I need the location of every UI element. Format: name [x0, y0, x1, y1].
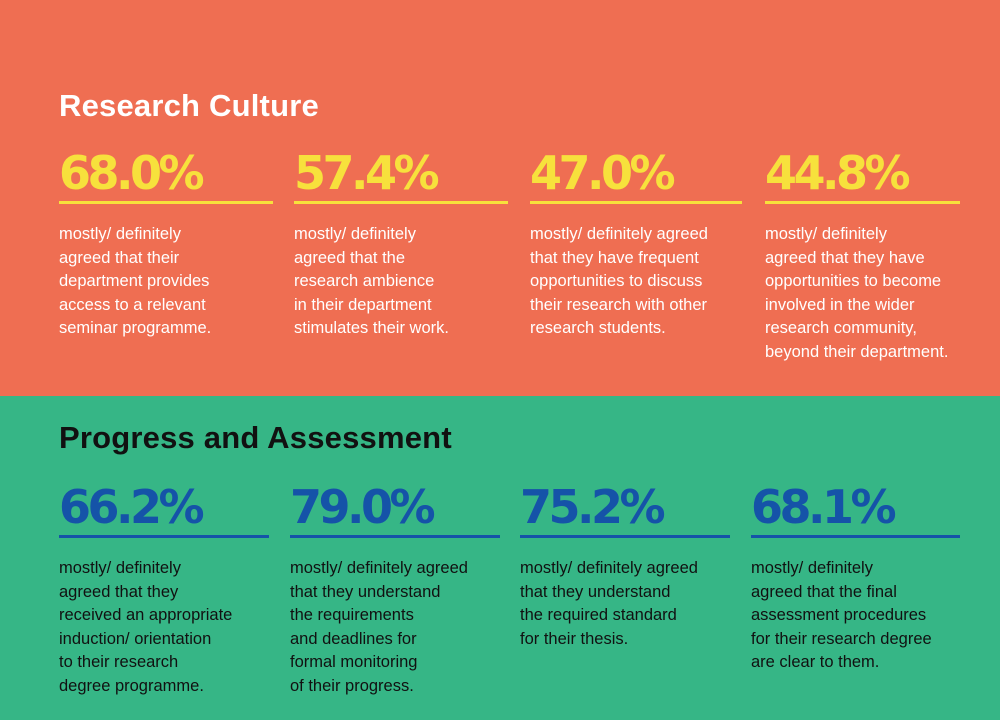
stat-underline [751, 535, 960, 538]
stat-underline [765, 201, 960, 204]
culture-stat-discussion: 47.0% mostly/ definitely agreed that the… [530, 150, 742, 341]
progress-stat-induction: 66.2% mostly/ definitely agreed that the… [59, 484, 269, 698]
stat-value: 68.1% [751, 480, 897, 534]
culture-stat-seminar: 68.0% mostly/ definitely agreed that the… [59, 150, 273, 341]
stat-value: 68.0% [59, 146, 205, 200]
stat-underline [294, 201, 508, 204]
stat-description: mostly/ definitely agreed that their dep… [59, 225, 212, 337]
stat-description: mostly/ definitely agreed that they have… [530, 225, 708, 337]
stat-underline [59, 201, 273, 204]
stat-value: 44.8% [765, 146, 911, 200]
stat-underline [530, 201, 742, 204]
stat-description: mostly/ definitely agreed that they rece… [59, 559, 233, 695]
progress-stat-assessment: 68.1% mostly/ definitely agreed that the… [751, 484, 960, 675]
stat-value: 57.4% [294, 146, 440, 200]
progress-assessment-section: Progress and Assessment 66.2% mostly/ de… [0, 396, 1000, 720]
research-culture-title: Research Culture [59, 88, 319, 123]
stat-value: 79.0% [290, 480, 436, 534]
stat-description: mostly/ definitely agreed that they have… [765, 225, 949, 361]
stat-value: 47.0% [530, 146, 676, 200]
stat-underline [59, 535, 269, 538]
culture-stat-community: 44.8% mostly/ definitely agreed that the… [765, 150, 960, 364]
progress-stat-thesis-standard: 75.2% mostly/ definitely agreed that the… [520, 484, 730, 651]
stat-underline [520, 535, 730, 538]
stat-value: 66.2% [59, 480, 205, 534]
stat-description: mostly/ definitely agreed that the resea… [294, 225, 449, 337]
stat-description: mostly/ definitely agreed that they unde… [290, 559, 468, 695]
progress-assessment-title: Progress and Assessment [59, 420, 452, 455]
stat-value: 75.2% [520, 480, 666, 534]
culture-stat-ambience: 57.4% mostly/ definitely agreed that the… [294, 150, 508, 341]
stat-underline [290, 535, 500, 538]
progress-stat-monitoring: 79.0% mostly/ definitely agreed that the… [290, 484, 500, 698]
stat-description: mostly/ definitely agreed that they unde… [520, 559, 698, 648]
research-culture-section: Research Culture 68.0% mostly/ definitel… [0, 0, 1000, 396]
stat-description: mostly/ definitely agreed that the final… [751, 559, 932, 671]
